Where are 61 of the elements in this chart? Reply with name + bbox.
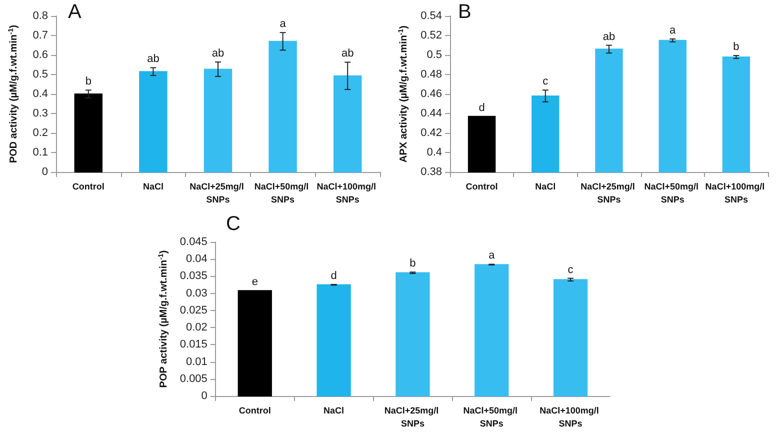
x-tick-label: NaCl+100mg/l SNPs — [540, 406, 602, 428]
y-tick-label: 0.005 — [180, 372, 208, 385]
annotation: ab — [341, 48, 354, 60]
y-tick-label: 0.48 — [420, 68, 442, 80]
y-tick-label: 0.3 — [32, 108, 48, 120]
annotation: d — [330, 270, 337, 282]
annotation: b — [733, 40, 740, 53]
y-tick-label: 0.6 — [32, 49, 48, 61]
y-tick-label: 0.03 — [186, 287, 208, 300]
x-tick-label: Control — [238, 406, 271, 416]
x-tick-label: NaCl+50mg/l SNPs — [254, 182, 312, 204]
x-tick-label: NaCl+50mg/l SNPs — [463, 406, 520, 428]
x-tick-label: NaCl+25mg/l SNPs — [580, 182, 638, 204]
y-tick-label: 0.46 — [420, 88, 442, 100]
y-tick-label: 0 — [42, 166, 48, 178]
y-tick-label: 0.2 — [32, 127, 48, 139]
chart-title: B — [458, 1, 472, 23]
x-tick-label: NaCl+25mg/l SNPs — [190, 182, 246, 204]
y-tick-label: 0.8 — [32, 10, 48, 22]
y-tick-label: 0.015 — [180, 338, 208, 351]
y-tick-label: 0.1 — [32, 146, 48, 158]
y-tick-label: 0.7 — [32, 30, 48, 42]
y-tick-label: 0.54 — [420, 10, 442, 22]
y-tick-label: 0.5 — [426, 49, 442, 61]
annotation: b — [85, 76, 92, 88]
annotation: e — [252, 276, 258, 288]
x-tick-label: NaCl+25mg/l SNPs — [384, 406, 442, 428]
y-tick-label: 0 — [201, 390, 208, 402]
annotation: c — [542, 76, 549, 88]
x-tick-label: NaCl — [142, 182, 164, 192]
annotation: ab — [147, 53, 160, 66]
chart-title: A — [68, 1, 82, 23]
annotation: ab — [602, 30, 616, 43]
annotation: c — [568, 264, 574, 276]
annotation: ab — [212, 48, 224, 60]
y-tick-label: 0.4 — [32, 88, 48, 100]
annotation: a — [488, 250, 496, 262]
y-tick-label: 0.01 — [186, 356, 208, 368]
y-tick-label: 0.04 — [186, 253, 208, 266]
annotation: a — [280, 18, 287, 30]
y-tick-label: 0.52 — [420, 30, 442, 42]
y-tick-label: 0.44 — [420, 108, 442, 120]
annotation: d — [478, 102, 485, 114]
x-tick-label: Control — [466, 182, 498, 192]
y-tick-label: 0.42 — [420, 127, 442, 139]
annotation: b — [410, 258, 416, 270]
y-tick-label: 0.045 — [180, 236, 208, 248]
x-tick-label: NaCl — [324, 406, 344, 416]
y-tick-label: 0.38 — [420, 166, 442, 178]
x-tick-label: NaCl — [535, 182, 556, 192]
x-tick-label: Control — [72, 182, 104, 192]
x-tick-label: NaCl+100mg/l SNPs — [316, 182, 378, 204]
y-tick-label: 0.02 — [186, 322, 208, 334]
chart-title: C — [226, 213, 240, 235]
x-tick-label: NaCl+50mg/l SNPs — [644, 182, 701, 204]
y-tick-label: 0.035 — [180, 270, 208, 282]
x-tick-label: NaCl+100mg/l SNPs — [705, 182, 768, 204]
y-tick-label: 0.5 — [32, 68, 48, 80]
y-tick-label: 0.4 — [426, 146, 442, 158]
annotation: a — [670, 24, 677, 36]
y-tick-label: 0.025 — [180, 304, 208, 316]
